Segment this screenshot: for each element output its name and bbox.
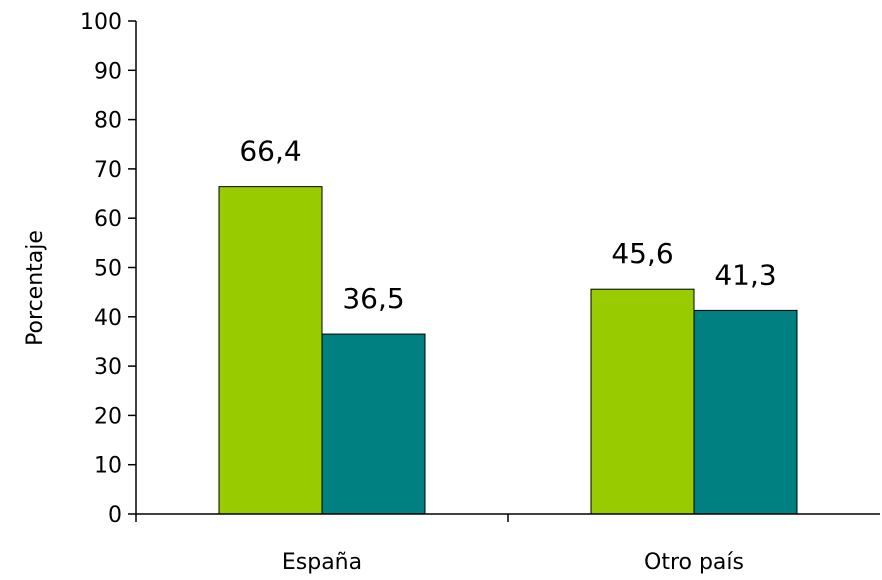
y-tick-label: 90 xyxy=(94,59,122,84)
data-label: 45,6 xyxy=(611,237,673,270)
x-tick-label: Otro país xyxy=(644,550,744,575)
y-tick-label: 60 xyxy=(94,207,122,232)
bar xyxy=(218,186,323,515)
y-tick-label: 80 xyxy=(94,109,122,134)
x-axis: España Otro país xyxy=(135,513,880,575)
y-tick-label: 10 xyxy=(94,454,122,479)
x-tick-label: España xyxy=(282,550,362,575)
data-label: 41,3 xyxy=(714,258,776,291)
bar xyxy=(693,309,798,515)
y-tick-label: 0 xyxy=(108,503,122,528)
bar xyxy=(321,333,426,515)
y-tick-label: 40 xyxy=(94,306,122,331)
data-labels: 66,4 36,5 45,6 41,3 xyxy=(239,135,776,315)
y-tick-label: 30 xyxy=(94,355,122,380)
y-tick-label: 70 xyxy=(94,158,122,183)
y-tick-label: 50 xyxy=(94,257,122,282)
y-axis-ticks: 0 10 20 30 40 50 60 70 80 90 100 xyxy=(80,10,136,528)
bar xyxy=(590,288,695,515)
data-label: 66,4 xyxy=(239,135,301,168)
y-tick-label: 100 xyxy=(80,10,122,35)
y-axis-title: Porcentaje xyxy=(23,230,48,346)
y-tick-label: 20 xyxy=(94,404,122,429)
bars xyxy=(218,186,798,515)
data-label: 36,5 xyxy=(342,282,404,315)
